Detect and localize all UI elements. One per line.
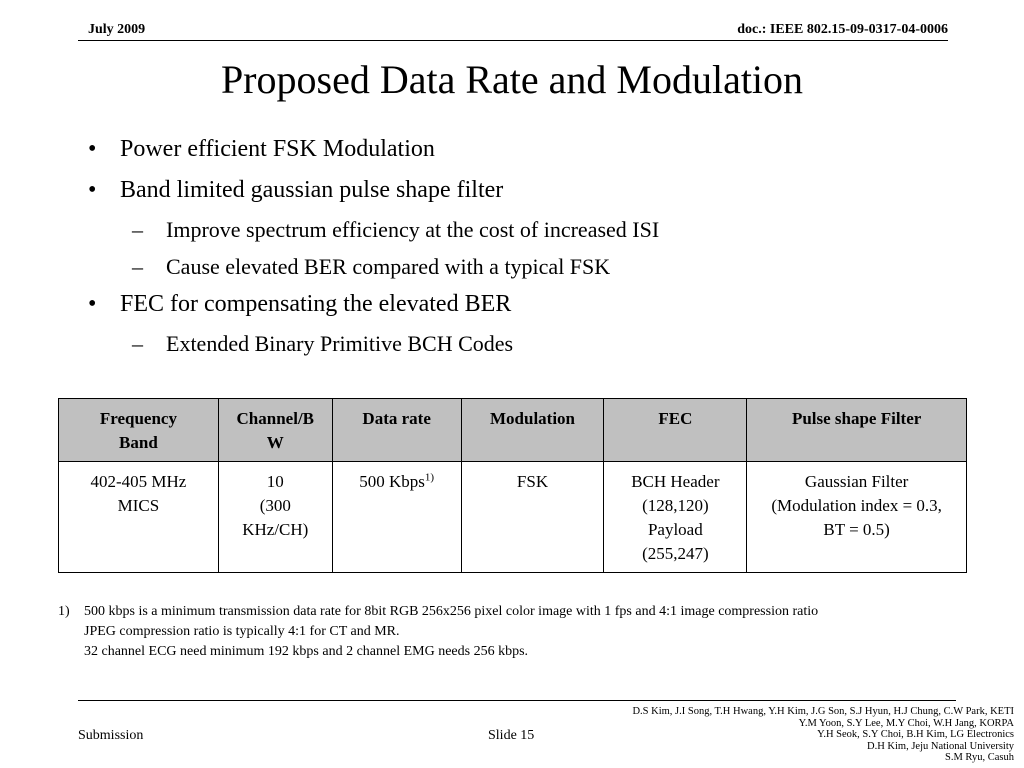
header-modulation: Modulation	[460, 398, 605, 462]
header-data-rate: Data rate	[331, 398, 462, 462]
bullet-mark: •	[88, 291, 97, 317]
footnote-number: 1)	[58, 604, 70, 619]
header-fec: FEC	[603, 398, 748, 462]
cell-data-rate: 500 Kbps1)	[331, 461, 462, 573]
cell-modulation: FSK	[460, 461, 605, 573]
footer-slide-number: Slide 15	[488, 728, 535, 743]
header-channel-bw: Channel/B W	[217, 398, 333, 462]
footnote-ref: 1)	[424, 471, 435, 484]
sub-bullet-text: Improve spectrum efficiency at the cost …	[166, 217, 660, 242]
table-row: 402-405 MHz MICS 10 (300 KHz/CH) 500 Kbp…	[58, 461, 967, 573]
footer-authors: D.S Kim, J.I Song, T.H Hwang, Y.H Kim, J…	[632, 706, 1014, 764]
footer-divider	[78, 700, 956, 701]
table-header-row: Frequency Band Channel/B W Data rate Mod…	[58, 398, 967, 462]
cell-channel-bw: 10 (300 KHz/CH)	[217, 461, 333, 573]
sub-bullet-text: Cause elevated BER compared with a typic…	[166, 254, 611, 279]
slide-title: Proposed Data Rate and Modulation	[220, 57, 804, 102]
bullet-mark: •	[88, 136, 97, 162]
cell-fec: BCH Header (128,120) Payload (255,247)	[603, 461, 748, 573]
header-doc-id: doc.: IEEE 802.15-09-0317-04-0006	[737, 22, 948, 37]
header-frequency-band: Frequency Band	[58, 398, 219, 462]
sub-bullet-text: Extended Binary Primitive BCH Codes	[166, 331, 514, 356]
author-line: D.S Kim, J.I Song, T.H Hwang, Y.H Kim, J…	[632, 706, 1014, 717]
spec-table: Frequency Band Channel/B W Data rate Mod…	[58, 398, 967, 573]
header-pulse-shape-filter: Pulse shape Filter	[746, 398, 967, 462]
dash-mark: –	[132, 331, 143, 356]
bullet-mark: •	[88, 177, 97, 203]
dash-mark: –	[132, 254, 143, 279]
header-date: July 2009	[88, 22, 146, 37]
bullet-text: Band limited gaussian pulse shape filter	[120, 177, 504, 203]
author-line: Y.H Seok, S.Y Choi, B.H Kim, LG Electron…	[817, 729, 1014, 740]
footnote-text: 500 kbps is a minimum transmission data …	[84, 604, 819, 659]
author-line: S.M Ryu, Casuh	[944, 752, 1014, 763]
header-divider	[78, 40, 948, 41]
bullet-text: FEC for compensating the elevated BER	[120, 291, 512, 317]
cell-frequency-band: 402-405 MHz MICS	[58, 461, 219, 573]
cell-pulse-shape-filter: Gaussian Filter (Modulation index = 0.3,…	[746, 461, 967, 573]
footer-submission: Submission	[78, 728, 144, 743]
bullet-text: Power efficient FSK Modulation	[120, 136, 435, 162]
author-line: Y.M Yoon, S.Y Lee, M.Y Choi, W.H Jang, K…	[798, 717, 1014, 729]
author-line: D.H Kim, Jeju National University	[867, 740, 1014, 752]
dash-mark: –	[132, 217, 143, 242]
